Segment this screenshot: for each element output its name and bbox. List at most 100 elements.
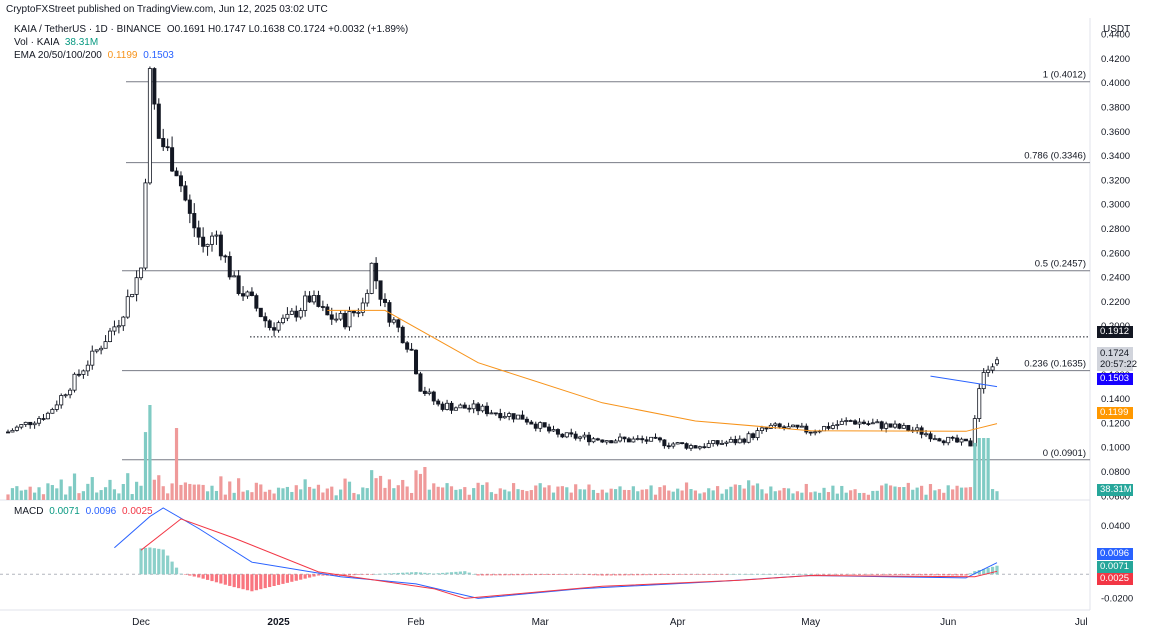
macd-histogram-bar bbox=[933, 574, 937, 576]
macd-histogram-bar bbox=[968, 573, 972, 575]
volume-bar bbox=[183, 482, 187, 500]
candle-body bbox=[414, 349, 419, 375]
macd-histogram-bar bbox=[951, 574, 955, 576]
volume-bar bbox=[946, 485, 950, 500]
candle-body bbox=[37, 418, 42, 424]
volume-bar bbox=[50, 485, 54, 500]
macd-histogram-bar bbox=[254, 574, 258, 591]
volume-bar bbox=[782, 487, 786, 500]
candle-body bbox=[578, 436, 583, 439]
candle-body bbox=[830, 425, 835, 429]
candle-body bbox=[777, 423, 782, 428]
macd-histogram-bar bbox=[866, 574, 870, 575]
candle-body bbox=[622, 436, 627, 440]
macd-histogram-bar bbox=[445, 572, 449, 575]
candle-body bbox=[19, 424, 24, 428]
candle-body bbox=[666, 445, 671, 448]
volume-bar bbox=[418, 473, 423, 500]
volume-bar bbox=[316, 484, 321, 500]
candle-body bbox=[54, 404, 59, 410]
macd-histogram-bar bbox=[569, 574, 573, 575]
candle-body bbox=[236, 275, 241, 294]
candle-body bbox=[329, 314, 334, 320]
candle-body bbox=[436, 400, 441, 405]
macd-hist-value: 0.0071 bbox=[49, 506, 80, 517]
volume-bar bbox=[698, 493, 702, 500]
volume-bar bbox=[684, 482, 689, 500]
volume-bar bbox=[880, 485, 884, 500]
macd-histogram-bar bbox=[543, 574, 547, 575]
volume-label: Vol · KAIA bbox=[14, 37, 60, 48]
candle-body bbox=[875, 421, 880, 424]
volume-bar bbox=[294, 485, 298, 500]
candle-body bbox=[888, 423, 893, 428]
candle-body bbox=[631, 438, 636, 443]
volume-bar bbox=[387, 479, 392, 500]
volume-legend[interactable]: Vol · KAIA 38.31M bbox=[14, 37, 98, 48]
volume-bar bbox=[161, 486, 165, 500]
candle-body bbox=[289, 310, 294, 315]
macd-histogram-bar bbox=[698, 574, 702, 575]
fib-label: 0.236 (0.1635) bbox=[1024, 359, 1086, 370]
macd-histogram-bar bbox=[773, 574, 777, 575]
volume-bar bbox=[157, 475, 161, 500]
volume-bar bbox=[117, 493, 121, 500]
candle-body bbox=[400, 326, 405, 344]
candle-body bbox=[702, 446, 707, 449]
volume-bar bbox=[631, 486, 635, 500]
ema-legend[interactable]: EMA 20/50/100/200 0.1199 0.1503 bbox=[14, 50, 174, 61]
candle-body bbox=[280, 317, 285, 324]
macd-histogram-bar bbox=[707, 574, 711, 575]
candle-body bbox=[941, 440, 946, 444]
macd-y-tick-label: 0.0400 bbox=[1101, 521, 1130, 532]
candle-body bbox=[471, 403, 476, 410]
candle-body bbox=[210, 235, 215, 245]
volume-bar bbox=[463, 487, 467, 500]
volume-bar bbox=[826, 492, 831, 500]
candle-body bbox=[533, 423, 538, 429]
x-tick-label: Dec bbox=[132, 617, 150, 628]
macd-histogram-bar bbox=[166, 555, 170, 575]
volume-bar bbox=[849, 490, 853, 500]
volume-bar bbox=[786, 488, 791, 500]
macd-histogram-bar bbox=[693, 574, 698, 575]
candle-body bbox=[431, 391, 436, 402]
volume-bar bbox=[640, 489, 644, 500]
volume-bar bbox=[667, 490, 671, 500]
macd-histogram-bar bbox=[893, 574, 897, 575]
volume-bar bbox=[90, 477, 94, 500]
macd-histogram-bar bbox=[565, 574, 569, 575]
candle-body bbox=[928, 433, 933, 440]
macd-histogram-bar bbox=[467, 572, 471, 575]
candle-body bbox=[688, 445, 693, 449]
last-price-badge: 0.1724 20:57:22 bbox=[1097, 347, 1137, 371]
volume-bar bbox=[33, 492, 37, 500]
symbol-name[interactable]: KAIA / TetherUS · 1D · BINANCE bbox=[14, 24, 162, 35]
volume-bar bbox=[560, 486, 564, 500]
macd-histogram-bar bbox=[223, 574, 227, 585]
macd-histogram-bar bbox=[480, 574, 485, 576]
candle-body bbox=[861, 421, 866, 424]
macd-legend[interactable]: MACD 0.0071 0.0096 0.0025 bbox=[14, 506, 153, 517]
macd-signal-value: 0.0025 bbox=[121, 506, 153, 517]
volume-bar bbox=[747, 480, 751, 500]
volume-bar bbox=[516, 489, 520, 500]
macd-histogram-bar bbox=[627, 574, 631, 576]
macd-histogram-bar bbox=[636, 574, 640, 576]
volume-bar bbox=[751, 485, 755, 500]
macd-histogram-bar bbox=[294, 574, 298, 581]
volume-bar bbox=[729, 486, 733, 500]
macd-histogram-bar bbox=[888, 574, 893, 575]
volume-bar bbox=[352, 492, 356, 500]
volume-bar bbox=[866, 494, 870, 500]
candle-body bbox=[507, 413, 512, 417]
ema-orange-line bbox=[327, 309, 998, 432]
volume-bar bbox=[680, 490, 684, 500]
currency-label[interactable]: USDT bbox=[1103, 24, 1131, 35]
candle-body bbox=[6, 431, 11, 434]
candle-body bbox=[303, 295, 308, 311]
macd-histogram-bar bbox=[915, 574, 919, 576]
volume-bar bbox=[445, 483, 449, 500]
candle-body bbox=[680, 442, 685, 445]
